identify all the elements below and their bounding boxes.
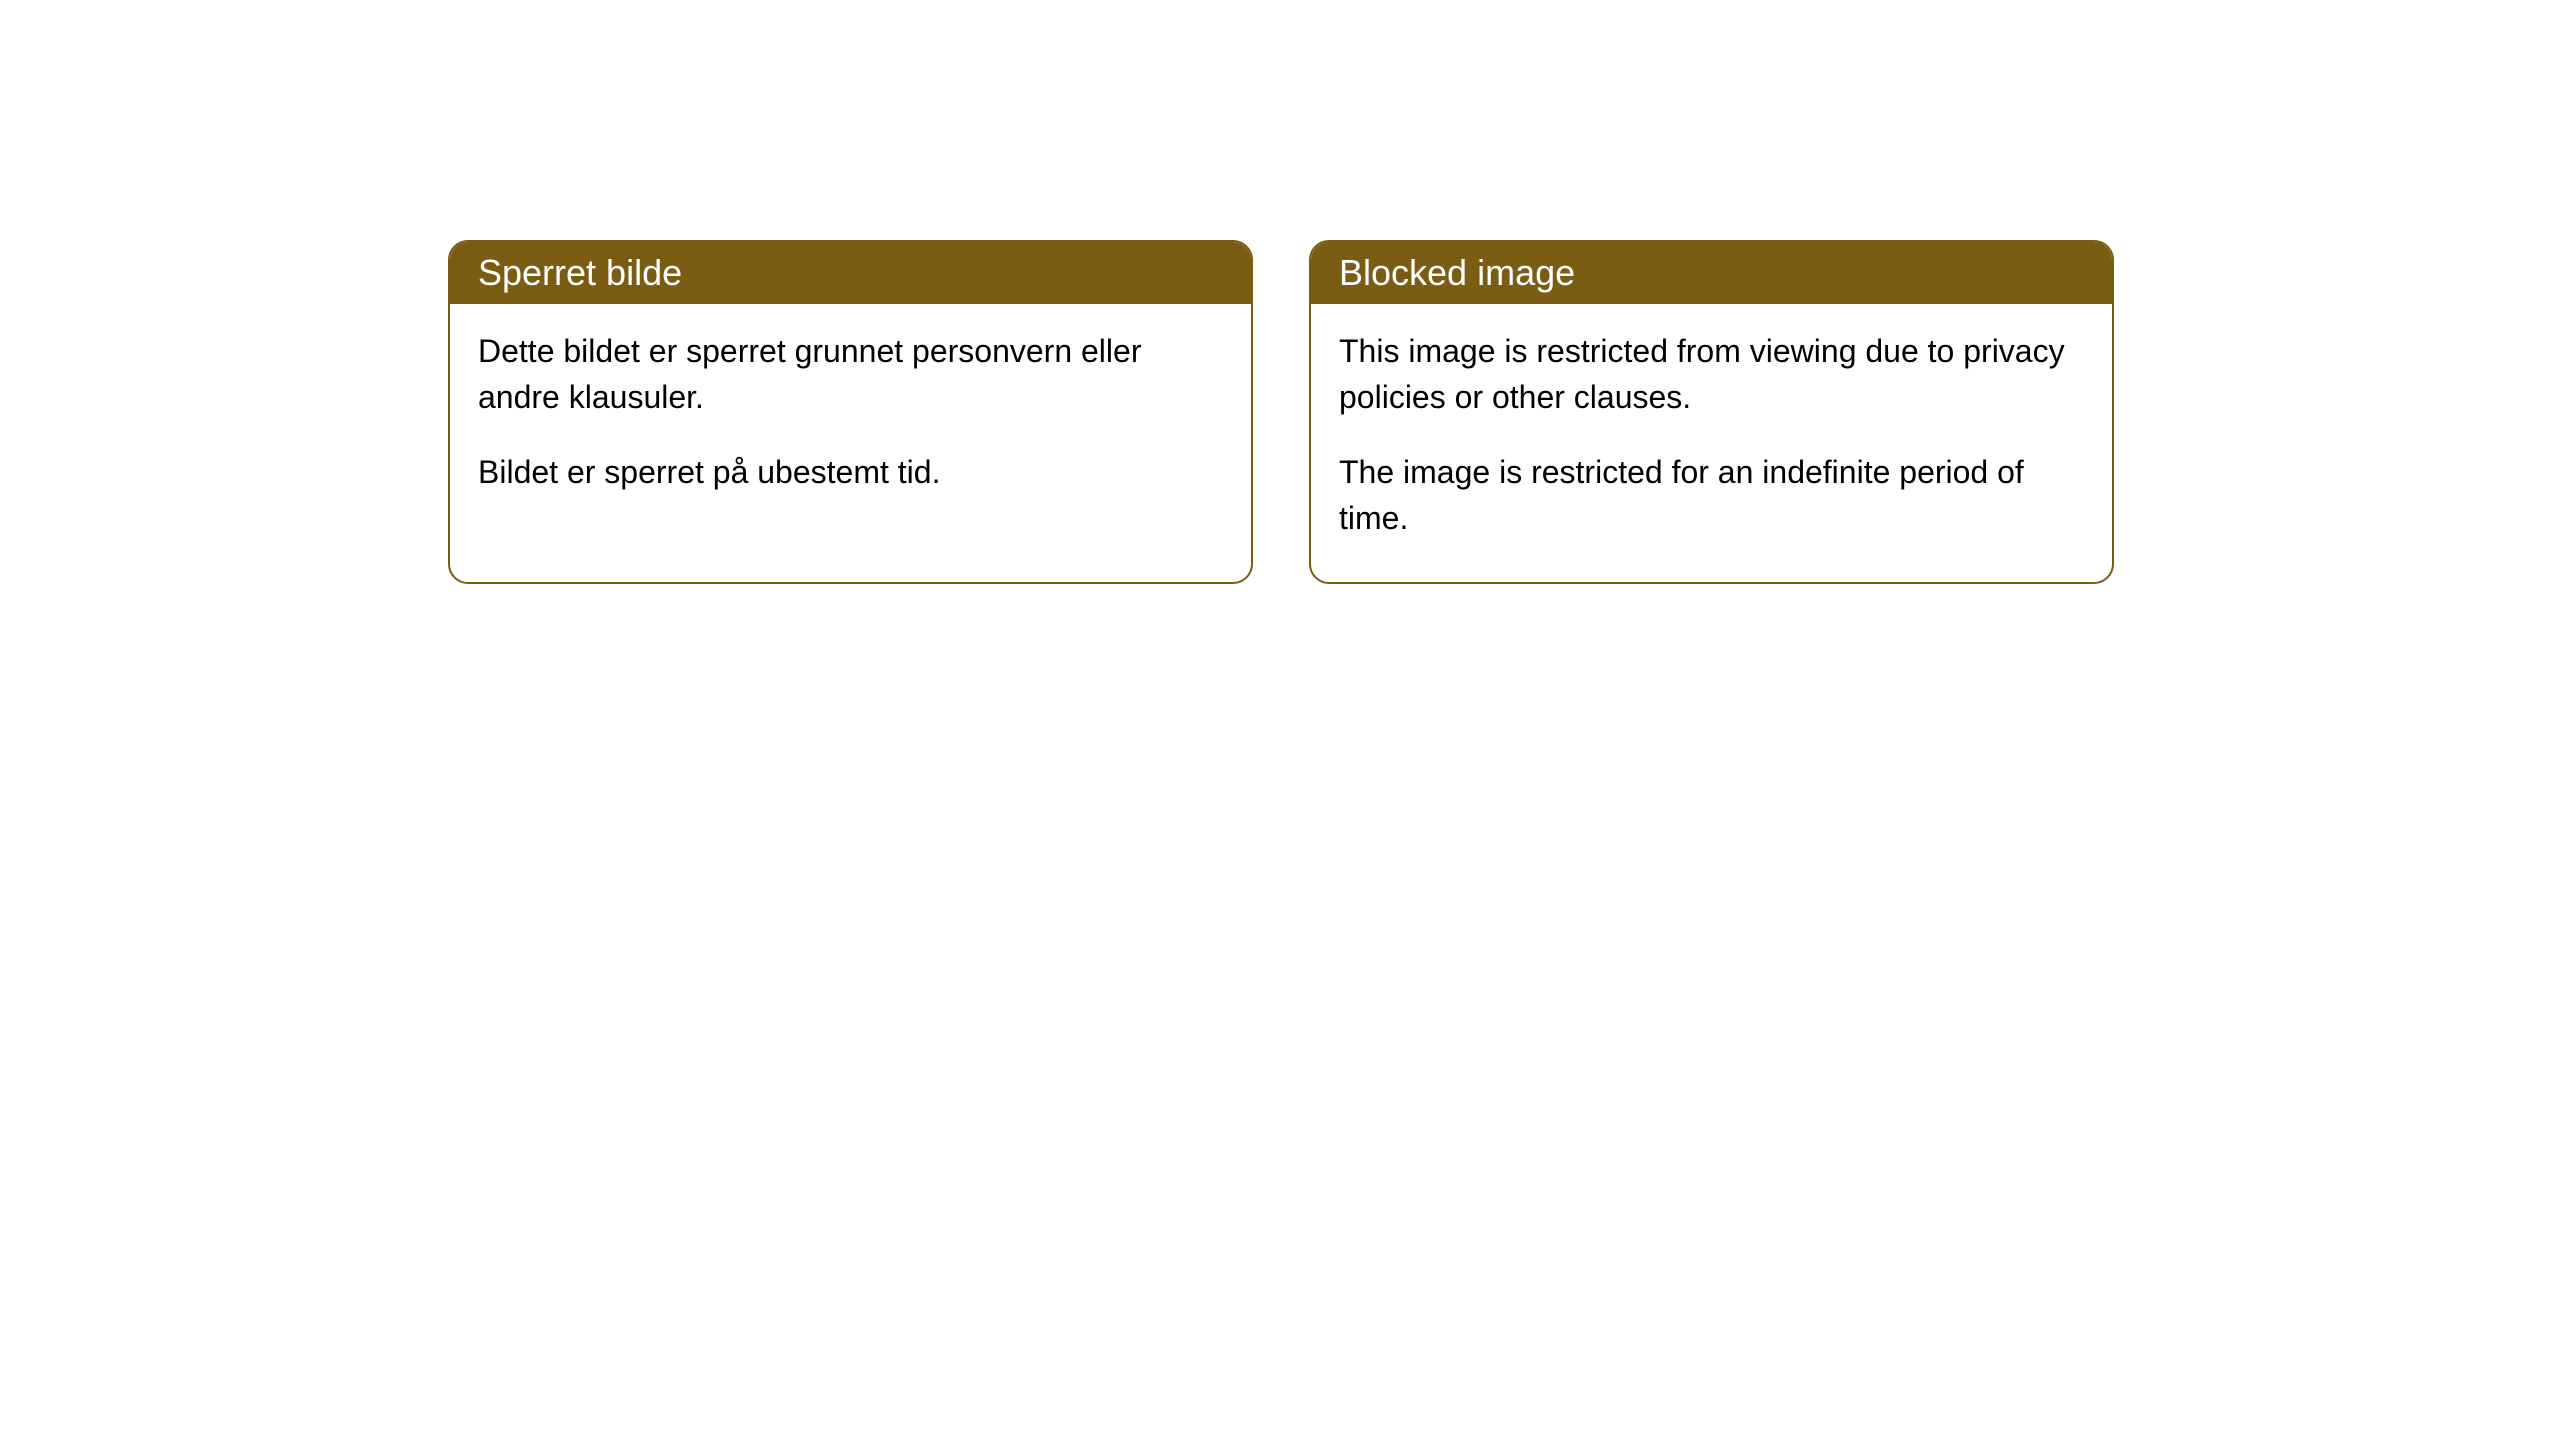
- card-title: Sperret bilde: [478, 252, 682, 293]
- blocked-image-card-english: Blocked image This image is restricted f…: [1309, 240, 2114, 584]
- blocked-image-card-norwegian: Sperret bilde Dette bildet er sperret gr…: [448, 240, 1253, 584]
- card-paragraph-1: Dette bildet er sperret grunnet personve…: [478, 328, 1223, 421]
- card-header: Blocked image: [1311, 242, 2112, 304]
- card-paragraph-2: The image is restricted for an indefinit…: [1339, 449, 2084, 542]
- card-body: This image is restricted from viewing du…: [1311, 304, 2112, 582]
- card-paragraph-2: Bildet er sperret på ubestemt tid.: [478, 449, 1223, 495]
- card-header: Sperret bilde: [450, 242, 1251, 304]
- card-paragraph-1: This image is restricted from viewing du…: [1339, 328, 2084, 421]
- card-body: Dette bildet er sperret grunnet personve…: [450, 304, 1251, 535]
- card-title: Blocked image: [1339, 252, 1575, 293]
- cards-container: Sperret bilde Dette bildet er sperret gr…: [448, 240, 2114, 584]
